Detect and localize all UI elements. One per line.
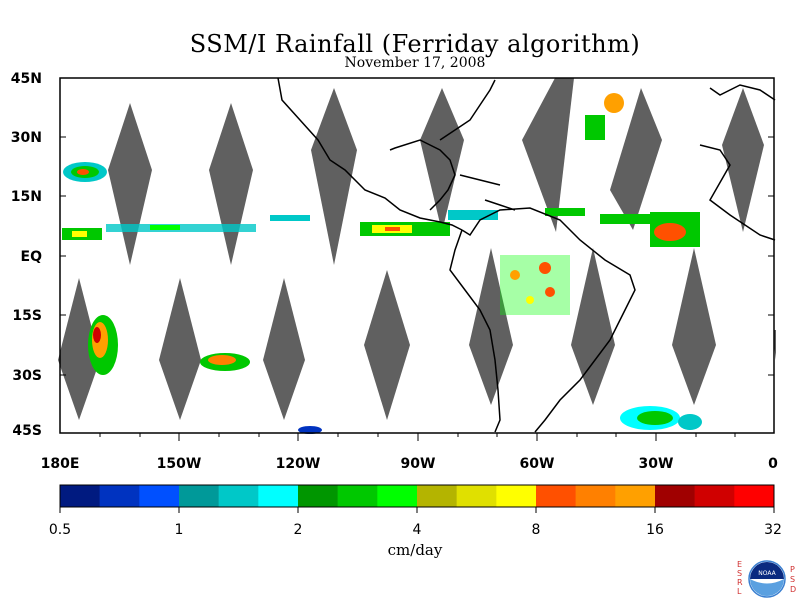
colorbar-swatch bbox=[694, 485, 735, 507]
swath-n1 bbox=[108, 103, 152, 265]
colorbar-swatch bbox=[655, 485, 695, 507]
colorbar-swatch bbox=[575, 485, 616, 507]
colorbar-swatch bbox=[99, 485, 140, 507]
swath-n5 bbox=[522, 78, 574, 232]
logo-letter: S bbox=[737, 569, 743, 578]
colorbar-swatch bbox=[298, 485, 338, 507]
colorbar-label-4: 4 bbox=[412, 522, 422, 538]
coastline-south-america bbox=[449, 207, 636, 433]
map-date: November 17, 2008 bbox=[344, 55, 486, 71]
lat-ticks bbox=[60, 136, 774, 376]
lat-label-15n: 15N bbox=[10, 189, 42, 205]
rain-patch-pacific-nw bbox=[63, 162, 107, 182]
coastline-europe bbox=[709, 84, 776, 101]
colorbar-swatch bbox=[417, 485, 457, 507]
lat-label-eq: EQ bbox=[20, 249, 42, 265]
coastline-caribbean bbox=[459, 174, 516, 211]
logo-letter: L bbox=[737, 587, 742, 596]
swath-s7 bbox=[672, 248, 716, 405]
lon-label-90w: 90W bbox=[400, 456, 436, 472]
lat-label-30n: 30N bbox=[10, 130, 42, 146]
colorbar-swatch bbox=[456, 485, 497, 507]
noaa-logo: E S R L NOAA P S D bbox=[736, 560, 796, 598]
colorbar-label-2: 2 bbox=[293, 522, 303, 538]
logo-letter: R bbox=[737, 578, 743, 587]
colorbar-swatch bbox=[377, 485, 418, 507]
rain-patch-atlantic-north bbox=[585, 93, 700, 247]
swath-n4 bbox=[420, 88, 464, 232]
colorbar-swatch bbox=[139, 485, 180, 507]
swath-s1 bbox=[58, 278, 100, 420]
lon-label-0: 0 bbox=[768, 456, 778, 472]
coastline-north-america bbox=[277, 77, 463, 231]
rain-patch-itcz-west bbox=[62, 215, 310, 240]
coastlines bbox=[277, 77, 776, 433]
rain-patches bbox=[62, 93, 702, 434]
swath-n7 bbox=[722, 88, 764, 232]
colorbar-label-0.5: 0.5 bbox=[48, 522, 72, 538]
colorbar-label-1: 1 bbox=[174, 522, 184, 538]
rain-patch-south-pacific bbox=[88, 315, 250, 375]
swath-n2 bbox=[209, 103, 253, 265]
swath-n6 bbox=[610, 88, 662, 230]
swath-s4 bbox=[364, 270, 410, 420]
coastline-africa bbox=[699, 144, 776, 241]
logo-text: NOAA bbox=[758, 570, 776, 577]
lon-label-150w: 150W bbox=[156, 456, 202, 472]
logo-letter: D bbox=[790, 585, 797, 594]
swath-s2 bbox=[159, 278, 201, 420]
colorbar-swatch bbox=[496, 485, 537, 507]
swaths bbox=[58, 78, 776, 420]
swath-s5 bbox=[469, 248, 513, 405]
logo-letter: E bbox=[737, 560, 743, 569]
rain-patch-south-atlantic bbox=[298, 406, 702, 434]
logo-letter: P bbox=[790, 565, 795, 574]
swath-s6 bbox=[571, 248, 615, 405]
colorbar-label-16: 16 bbox=[646, 522, 664, 538]
colorbar-label-8: 8 bbox=[531, 522, 541, 538]
colorbar-swatch bbox=[218, 485, 259, 507]
colorbar-swatch bbox=[536, 485, 576, 507]
colorbar-label-32: 32 bbox=[764, 522, 782, 538]
colorbar-swatch bbox=[258, 485, 299, 507]
lat-label-45n: 45N bbox=[10, 71, 42, 87]
map-title: SSM/I Rainfall (Ferriday algorithm) bbox=[189, 30, 641, 58]
lon-label-180e: 180E bbox=[40, 456, 80, 472]
lon-label-30w: 30W bbox=[638, 456, 674, 472]
colorbar-swatch bbox=[60, 485, 100, 507]
colorbar-swatch bbox=[179, 485, 219, 507]
colorbar bbox=[59, 484, 775, 513]
lon-label-120w: 120W bbox=[275, 456, 321, 472]
swath-s3 bbox=[263, 278, 305, 420]
rain-patch-itcz-east bbox=[360, 208, 650, 236]
rain-patch-amazon bbox=[500, 255, 570, 315]
colorbar-swatch bbox=[615, 485, 656, 507]
lat-label-30s: 30S bbox=[12, 368, 42, 384]
logo-letter: S bbox=[790, 575, 796, 584]
coastline-florida bbox=[439, 79, 496, 141]
lat-label-45s: 45S bbox=[12, 423, 42, 439]
noaa-emblem-icon: NOAA bbox=[748, 560, 786, 598]
colorbar-units: cm/day bbox=[387, 541, 443, 559]
colorbar-swatch bbox=[337, 485, 378, 507]
lat-label-15s: 15S bbox=[12, 308, 42, 324]
lon-label-60w: 60W bbox=[519, 456, 555, 472]
swath-n3 bbox=[311, 88, 357, 265]
colorbar-swatch bbox=[734, 485, 775, 507]
lon-ticks bbox=[99, 433, 736, 441]
